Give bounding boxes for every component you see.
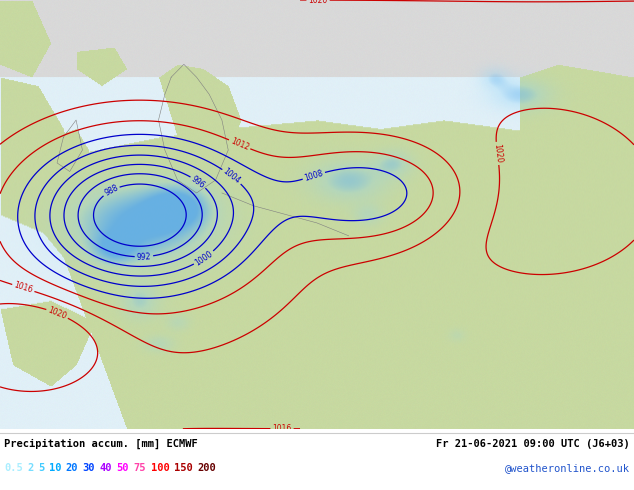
Text: 75: 75 (134, 463, 146, 473)
Text: 1012: 1012 (229, 137, 250, 152)
Text: 50: 50 (117, 463, 129, 473)
Text: 1020: 1020 (47, 306, 68, 321)
Text: 1008: 1008 (303, 169, 325, 183)
Text: 996: 996 (190, 174, 207, 190)
Text: Fr 21-06-2021 09:00 UTC (J6+03): Fr 21-06-2021 09:00 UTC (J6+03) (436, 439, 630, 449)
Text: 200: 200 (198, 463, 216, 473)
Text: 1004: 1004 (221, 167, 242, 186)
Text: 30: 30 (82, 463, 95, 473)
Text: 1016: 1016 (13, 281, 34, 295)
Text: 10: 10 (48, 463, 61, 473)
Text: 988: 988 (103, 183, 120, 198)
Text: 1020: 1020 (308, 0, 328, 4)
Text: 5: 5 (38, 463, 44, 473)
Text: 40: 40 (100, 463, 112, 473)
Text: 1000: 1000 (193, 249, 214, 267)
Text: 992: 992 (136, 252, 152, 262)
Text: 150: 150 (174, 463, 193, 473)
Text: 100: 100 (150, 463, 169, 473)
Text: Precipitation accum. [mm] ECMWF: Precipitation accum. [mm] ECMWF (4, 439, 198, 449)
Text: 0.5: 0.5 (4, 463, 23, 473)
Text: 1016: 1016 (273, 424, 292, 433)
Text: 1020: 1020 (492, 144, 503, 164)
Text: 2: 2 (27, 463, 34, 473)
Text: @weatheronline.co.uk: @weatheronline.co.uk (505, 463, 630, 473)
Text: 20: 20 (65, 463, 78, 473)
